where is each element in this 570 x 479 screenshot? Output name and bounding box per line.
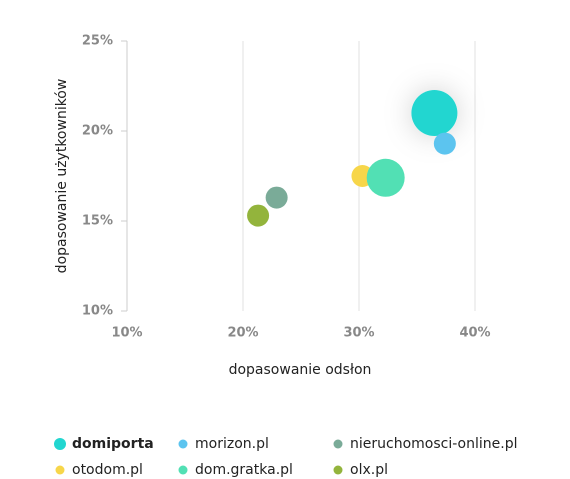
legend-label: nieruchomosci-online.pl — [350, 436, 517, 452]
legend-label: dom.gratka.pl — [195, 462, 293, 478]
x-axis-title: dopasowanie odsłon — [229, 362, 372, 378]
bubble — [366, 158, 405, 197]
legend-swatch — [178, 465, 188, 475]
x-tick-label: 20% — [227, 326, 258, 341]
legend-swatch — [55, 465, 65, 475]
legend-swatch — [333, 465, 343, 475]
legend-label: otodom.pl — [72, 462, 143, 478]
bubble — [247, 204, 270, 227]
legend-label: domiporta — [72, 436, 154, 452]
x-tick-label: 40% — [459, 326, 490, 341]
bubble — [433, 132, 456, 155]
legend-swatch — [54, 438, 66, 450]
y-tick-label: 15% — [82, 214, 113, 229]
x-tick-label: 30% — [343, 326, 374, 341]
legend-label: olx.pl — [350, 462, 388, 478]
x-tick-label: 10% — [111, 326, 142, 341]
y-tick-label: 25% — [82, 34, 113, 49]
legend-swatch — [178, 439, 188, 449]
legend-swatch — [333, 439, 343, 449]
bubble — [411, 90, 458, 136]
legend-label: morizon.pl — [195, 436, 269, 452]
y-tick-label: 20% — [82, 124, 113, 139]
y-tick-label: 10% — [82, 304, 113, 319]
y-axis-title: dopasowanie użytkowników — [54, 79, 70, 274]
bubble — [265, 186, 288, 209]
